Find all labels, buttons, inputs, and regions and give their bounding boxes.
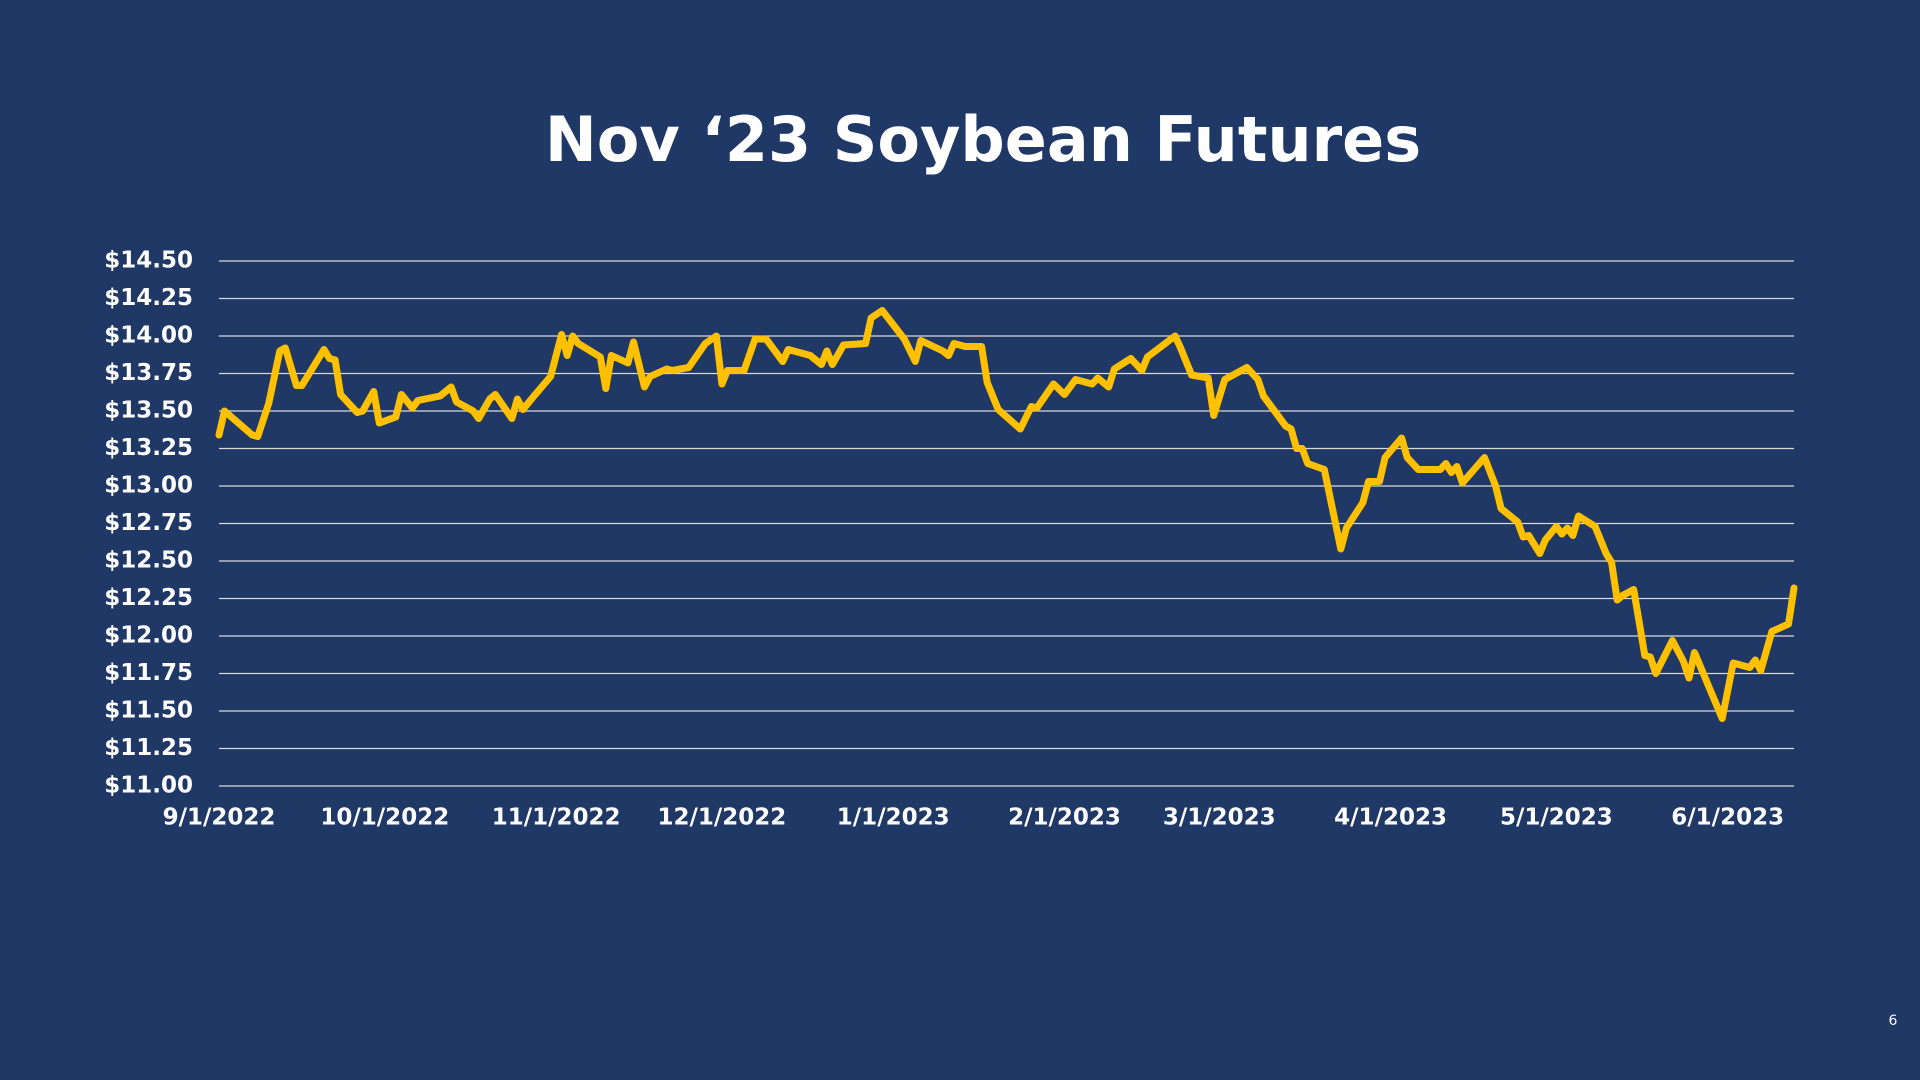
x-tick-label: 9/1/2022 <box>163 805 276 831</box>
y-tick-label: $12.00 <box>104 623 193 649</box>
y-tick-label: $13.50 <box>104 398 193 424</box>
x-tick-label: 10/1/2022 <box>320 805 449 831</box>
chart-title: Nov ‘23 Soybean Futures <box>545 103 1421 176</box>
y-tick-label: $11.25 <box>104 735 193 761</box>
x-tick-label: 5/1/2023 <box>1500 805 1613 831</box>
y-tick-label: $14.25 <box>104 285 193 311</box>
page-number: 6 <box>1889 1013 1898 1029</box>
y-tick-label: $14.50 <box>104 248 193 274</box>
y-tick-label: $12.25 <box>104 585 193 611</box>
price-line <box>215 307 1798 722</box>
y-tick-label: $13.75 <box>104 360 193 386</box>
y-tick-label: $13.25 <box>104 435 193 461</box>
y-tick-label: $14.00 <box>104 323 193 349</box>
y-tick-label: $11.75 <box>104 660 193 686</box>
x-tick-label: 4/1/2023 <box>1334 805 1447 831</box>
x-tick-label: 1/1/2023 <box>837 805 950 831</box>
y-tick-label: $13.00 <box>104 473 193 499</box>
x-tick-label: 2/1/2023 <box>1008 805 1121 831</box>
y-tick-label: $11.50 <box>104 698 193 724</box>
x-tick-label: 12/1/2022 <box>657 805 786 831</box>
x-tick-label: 6/1/2023 <box>1671 805 1784 831</box>
y-tick-label: $12.50 <box>104 548 193 574</box>
x-tick-label: 3/1/2023 <box>1163 805 1276 831</box>
y-tick-label: $11.00 <box>104 773 193 799</box>
y-tick-label: $12.75 <box>104 510 193 536</box>
x-tick-label: 11/1/2022 <box>492 805 621 831</box>
